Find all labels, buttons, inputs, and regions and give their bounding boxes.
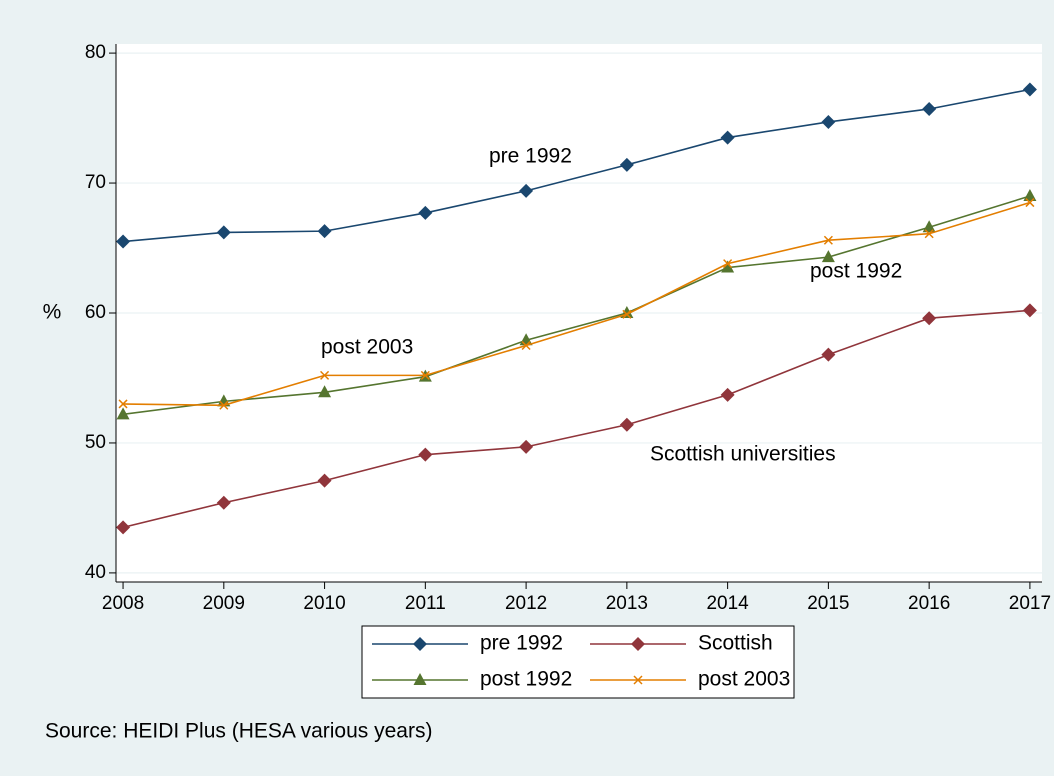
marker xyxy=(418,447,433,462)
lines xyxy=(116,82,1037,535)
annotation: post 2003 xyxy=(321,336,413,359)
marker xyxy=(723,259,733,269)
y-tick-label: 40 xyxy=(85,562,106,583)
legend-marker xyxy=(633,675,643,685)
legend xyxy=(361,625,795,699)
y-tick-label: 80 xyxy=(85,42,106,63)
y-tick-label: 70 xyxy=(85,172,106,193)
x-tick-label: 2013 xyxy=(606,593,648,614)
x-tick-label: 2009 xyxy=(203,593,245,614)
marker xyxy=(1023,189,1037,202)
marker xyxy=(118,399,128,409)
x-tick-label: 2017 xyxy=(1009,593,1051,614)
x-tick-label: 2010 xyxy=(303,593,345,614)
x-tick-label: 2011 xyxy=(405,593,446,614)
marker xyxy=(619,417,634,432)
grid xyxy=(116,52,1042,574)
marker xyxy=(622,309,632,319)
x-tick-label: 2014 xyxy=(706,593,749,614)
marker xyxy=(418,205,433,220)
marker xyxy=(922,311,937,326)
marker xyxy=(216,495,231,510)
x-tick-label: 2016 xyxy=(908,593,950,614)
legend-label: post 1992 xyxy=(480,668,572,691)
marker xyxy=(721,260,735,273)
marker xyxy=(821,114,836,129)
annotation: pre 1992 xyxy=(489,145,572,168)
marker xyxy=(519,183,534,198)
legend-label: Scottish xyxy=(698,632,773,655)
series-line xyxy=(122,195,1031,416)
marker xyxy=(318,385,332,398)
annotation: Scottish universities xyxy=(650,443,836,466)
marker xyxy=(1022,82,1037,97)
series-line xyxy=(122,88,1031,243)
marker xyxy=(720,130,735,145)
legend-marker xyxy=(413,637,427,651)
y-tick-label: 50 xyxy=(85,432,106,453)
marker xyxy=(1022,303,1037,318)
marker xyxy=(116,520,131,535)
source-note: Source: HEIDI Plus (HESA various years) xyxy=(45,720,432,743)
marker xyxy=(317,224,332,239)
legend-label: pre 1992 xyxy=(480,632,563,655)
marker xyxy=(320,370,330,380)
x-tick-label: 2015 xyxy=(807,593,849,614)
marker xyxy=(924,229,934,239)
marker xyxy=(922,101,937,116)
y-tick-label: 60 xyxy=(85,302,106,323)
legend-marker xyxy=(631,637,645,651)
marker xyxy=(823,235,833,245)
marker xyxy=(821,250,835,263)
marker xyxy=(216,225,231,240)
legend-label: post 2003 xyxy=(698,668,790,691)
y-axis-label: % xyxy=(43,301,62,324)
marker xyxy=(521,340,531,351)
x-tick-label: 2012 xyxy=(505,593,547,614)
x-tick-label: 2008 xyxy=(102,593,144,614)
marker xyxy=(519,439,534,454)
marker xyxy=(116,407,130,420)
ticks: 40 50 60 70 80 2008 2009 2010 2011 2012 2013 2014 20… xyxy=(85,42,1051,614)
marker xyxy=(420,370,430,380)
marker xyxy=(317,473,332,488)
marker xyxy=(219,400,229,410)
marker xyxy=(116,234,131,249)
annotation: post 1992 xyxy=(810,260,902,283)
series-line xyxy=(123,201,1031,407)
marker xyxy=(821,347,836,362)
marker xyxy=(922,220,936,233)
marker xyxy=(1025,198,1035,208)
marker xyxy=(217,394,231,407)
legend-entries: pre 1992 Scottish post 1992 post 2003 xyxy=(372,632,790,691)
marker xyxy=(720,387,735,402)
legend-marker xyxy=(413,673,427,685)
series-line xyxy=(122,309,1030,529)
marker xyxy=(619,157,634,172)
